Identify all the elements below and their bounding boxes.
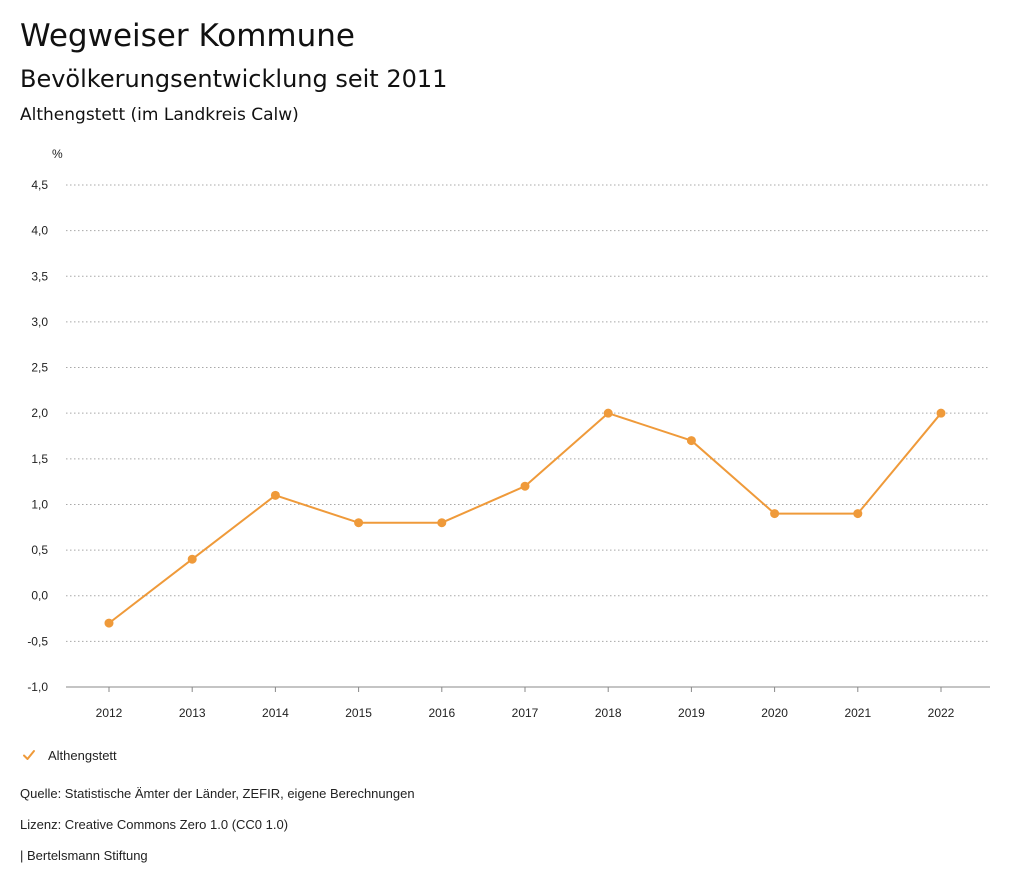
x-tick-label: 2018 — [595, 706, 622, 720]
chart-subtitle: Bevölkerungsentwicklung seit 2011 — [20, 65, 448, 93]
page-title: Wegweiser Kommune — [20, 18, 355, 54]
data-point[interactable] — [686, 436, 696, 446]
y-tick-label: 1,5 — [31, 452, 48, 466]
y-tick-label: 3,0 — [31, 315, 48, 329]
y-tick-label: 3,5 — [31, 269, 48, 283]
y-tick-label: -0,5 — [27, 634, 48, 648]
y-tick-label: 4,0 — [31, 224, 48, 238]
license-note: Lizenz: Creative Commons Zero 1.0 (CC0 1… — [20, 817, 289, 832]
data-point[interactable] — [354, 518, 364, 528]
data-point[interactable] — [936, 408, 946, 418]
x-tick-label: 2012 — [96, 706, 123, 720]
series-althengstett — [104, 408, 946, 628]
y-tick-label: 2,5 — [31, 361, 48, 375]
publisher-note: | Bertelsmann Stiftung — [20, 848, 148, 863]
data-point[interactable] — [520, 481, 530, 491]
data-point[interactable] — [104, 618, 114, 628]
x-tick-label: 2016 — [428, 706, 455, 720]
x-axis: 2012 2013 2014 2015 2016 2017 2018 2019 2020 2021… — [66, 686, 990, 720]
legend-label: Althengstett — [48, 747, 117, 763]
y-tick-label: 1,0 — [31, 497, 48, 511]
line-chart: % -1,0 -0,5 0,0 0,5 1,0 1,5 2,0 2,5 3,0 3,5 4,0 4,5… — [27, 147, 990, 720]
y-tick-label: 2,0 — [31, 406, 48, 420]
data-point[interactable] — [770, 509, 780, 519]
check-icon — [23, 750, 35, 760]
data-point[interactable] — [437, 518, 447, 528]
y-axis: -1,0 -0,5 0,0 0,5 1,0 1,5 2,0 2,5 3,0 3,5 4,0 4,5 — [27, 178, 48, 694]
y-axis-unit: % — [52, 147, 63, 161]
x-tick-label: 2022 — [928, 706, 955, 720]
grid-layer — [66, 184, 990, 688]
x-tick-label: 2017 — [512, 706, 539, 720]
y-tick-label: 0,5 — [31, 543, 48, 557]
x-tick-label: 2013 — [179, 706, 206, 720]
legend-item-althengstett[interactable]: Althengstett — [22, 744, 117, 766]
y-tick-label: 4,5 — [31, 178, 48, 192]
data-point[interactable] — [270, 490, 280, 500]
source-note: Quelle: Statistische Ämter der Länder, Z… — [20, 786, 415, 801]
x-tick-label: 2021 — [844, 706, 871, 720]
x-tick-label: 2020 — [761, 706, 788, 720]
x-tick-label: 2015 — [345, 706, 372, 720]
x-tick-label: 2014 — [262, 706, 289, 720]
y-tick-label: -1,0 — [27, 680, 48, 694]
data-point[interactable] — [853, 509, 863, 519]
series-line — [108, 412, 942, 624]
data-point[interactable] — [187, 554, 197, 564]
data-point[interactable] — [603, 408, 613, 418]
region-label: Althengstett (im Landkreis Calw) — [20, 105, 299, 125]
y-tick-label: 0,0 — [31, 589, 48, 603]
x-tick-label: 2019 — [678, 706, 705, 720]
